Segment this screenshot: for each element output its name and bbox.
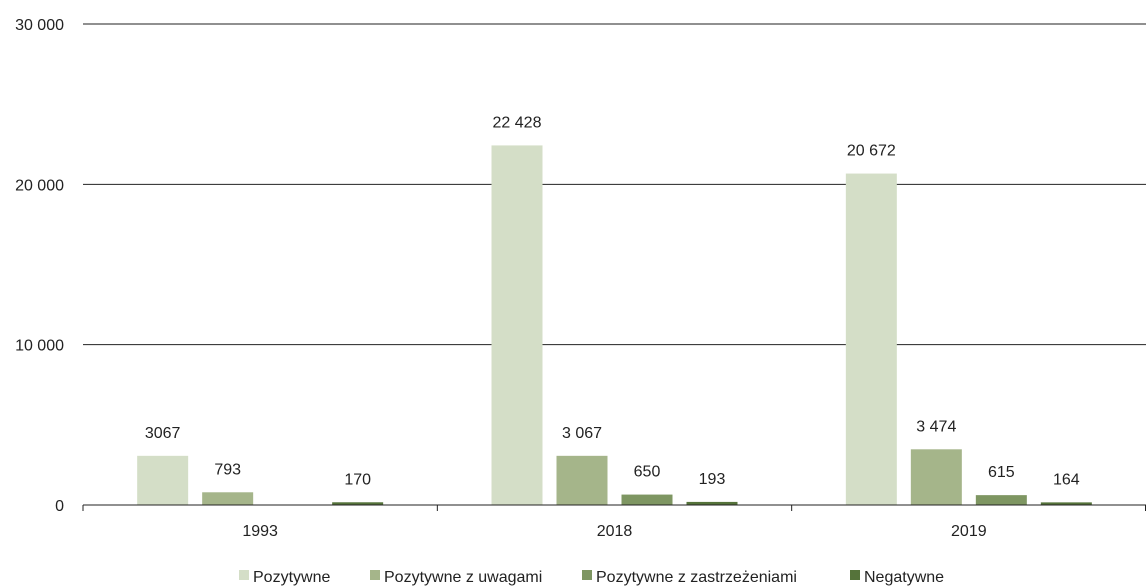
- bar: [845, 173, 897, 505]
- data-label: 615: [988, 464, 1015, 481]
- bar: [621, 494, 673, 505]
- legend-label: Pozytywne: [253, 569, 330, 586]
- y-tick-label: 30 000: [15, 17, 64, 34]
- data-label: 164: [1053, 471, 1080, 488]
- x-axis: 1993 2018 2019: [82, 504, 1146, 540]
- data-label: 193: [699, 471, 726, 488]
- y-tick-label: 0: [55, 498, 64, 515]
- bar: [686, 501, 738, 505]
- data-label: 170: [344, 471, 371, 488]
- gridlines: [83, 23, 1146, 346]
- data-label: 3067: [145, 425, 181, 442]
- x-category-label: 1993: [242, 523, 278, 540]
- data-label: 650: [634, 464, 661, 481]
- bar: [491, 145, 543, 505]
- legend-swatch: [850, 570, 860, 580]
- bar: [556, 455, 608, 505]
- y-tick-label: 10 000: [15, 338, 64, 355]
- bar: [332, 502, 384, 505]
- x-category-label: 2018: [597, 523, 633, 540]
- x-category-label: 2019: [951, 523, 987, 540]
- bars: [137, 145, 1092, 505]
- legend-label: Pozytywne z zastrzeżeniami: [596, 569, 797, 586]
- data-label: 22 428: [493, 114, 542, 131]
- bar: [975, 495, 1027, 505]
- data-label: 20 672: [847, 143, 896, 160]
- bar: [137, 455, 189, 505]
- legend-swatch: [582, 570, 592, 580]
- y-axis-tick-labels: 0 10 000 20 000 30 000: [15, 17, 64, 515]
- y-tick-label: 20 000: [15, 177, 64, 194]
- data-label: 793: [214, 461, 241, 478]
- legend: Pozytywne Pozytywne z uwagami Pozytywne z …: [239, 569, 944, 586]
- bar: [1040, 502, 1092, 505]
- data-label: 3 067: [562, 425, 602, 442]
- legend-swatch: [239, 570, 249, 580]
- bar: [202, 492, 254, 505]
- legend-label: Negatywne: [864, 569, 944, 586]
- data-label: 3 474: [916, 418, 956, 435]
- bar: [910, 449, 962, 505]
- data-labels: 3067 793 170 22 428 3 067 650 193 20 672 3 474 61…: [145, 114, 1080, 488]
- legend-swatch: [370, 570, 380, 580]
- legend-label: Pozytywne z uwagami: [384, 569, 542, 586]
